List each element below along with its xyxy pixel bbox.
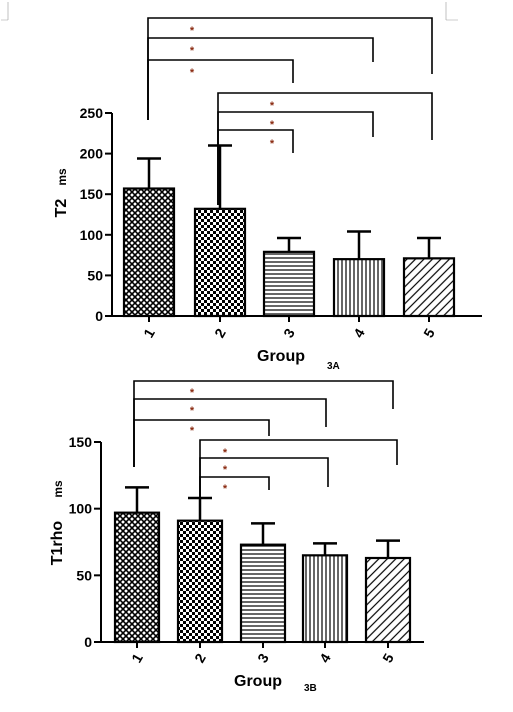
y-axis-title: T1rho [49, 521, 66, 566]
x-tick-label: 1 [140, 325, 158, 340]
x-tick-label: 3 [280, 325, 298, 340]
y-tick-label: 200 [80, 146, 104, 162]
significance-bracket [147, 37, 374, 120]
y-tick-label: 100 [69, 501, 93, 517]
chart-3b: 0 50 100 150 1 2 3 4 5 T1rho ms Group 3B * * * * * * [49, 380, 424, 694]
x-tick-label: 2 [191, 650, 209, 665]
significance-marker: * [190, 405, 195, 417]
x-tick-label: 1 [128, 650, 146, 665]
x-tick-label: 3 [254, 650, 272, 665]
panel-label: 3B [304, 683, 317, 694]
x-axis-title: Group [257, 348, 305, 365]
significance-marker: * [190, 387, 195, 399]
panel-label: 3A [327, 361, 340, 372]
bar-group-1 [113, 511, 161, 644]
significance-bracket [217, 92, 433, 205]
significance-marker: * [223, 483, 228, 495]
significance-marker: * [190, 67, 195, 79]
y-tick-label: 0 [84, 634, 92, 650]
significance-bracket [217, 129, 294, 205]
y-axis-title: T2 [53, 199, 70, 218]
page-corner-mark [445, 2, 458, 21]
chart-3a: 0 50 100 150 200 250 1 2 3 4 5 T2 ms Group 3A * * * * * * [53, 17, 482, 372]
significance-bracket [217, 111, 374, 205]
significance-marker: * [223, 464, 228, 476]
significance-bracket [133, 419, 270, 467]
x-axis-title: Group [234, 673, 282, 690]
y-tick-label: 250 [80, 105, 104, 121]
x-tick-label: 5 [420, 325, 438, 340]
significance-marker: * [190, 25, 195, 37]
bar-group-5 [402, 257, 456, 318]
significance-bracket [133, 380, 394, 467]
significance-marker: * [190, 45, 195, 57]
x-tick-label: 2 [211, 325, 229, 340]
y-tick-label: 50 [76, 567, 92, 583]
significance-bracket [199, 457, 329, 500]
bar-group-2 [193, 207, 247, 318]
y-tick-label: 150 [69, 434, 93, 450]
significance-bracket [199, 439, 398, 500]
significance-bracket [199, 476, 270, 500]
bar-group-3 [262, 250, 316, 318]
y-tick-label: 100 [80, 227, 104, 243]
bar-group-4 [332, 258, 386, 318]
x-tick-label: 4 [350, 325, 368, 340]
bar-group-1 [122, 187, 176, 318]
y-tick-label: 50 [87, 267, 103, 283]
bar-group-5 [364, 556, 412, 644]
significance-bracket [147, 59, 294, 120]
bar-group-2 [176, 519, 224, 644]
x-tick-label: 5 [379, 650, 397, 665]
significance-marker: * [270, 119, 275, 131]
significance-marker: * [190, 425, 195, 437]
y-tick-label: 0 [95, 308, 103, 324]
bar-group-3 [239, 543, 287, 644]
y-axis-unit: ms [55, 168, 69, 186]
significance-bracket [133, 398, 327, 467]
page-corner-mark [1, 2, 9, 21]
significance-marker: * [270, 138, 275, 150]
y-tick-label: 150 [80, 186, 104, 202]
bar-group-4 [301, 554, 349, 644]
significance-marker: * [223, 447, 228, 459]
significance-marker: * [270, 100, 275, 112]
y-axis-unit: ms [51, 480, 65, 498]
x-tick-label: 4 [316, 650, 334, 665]
